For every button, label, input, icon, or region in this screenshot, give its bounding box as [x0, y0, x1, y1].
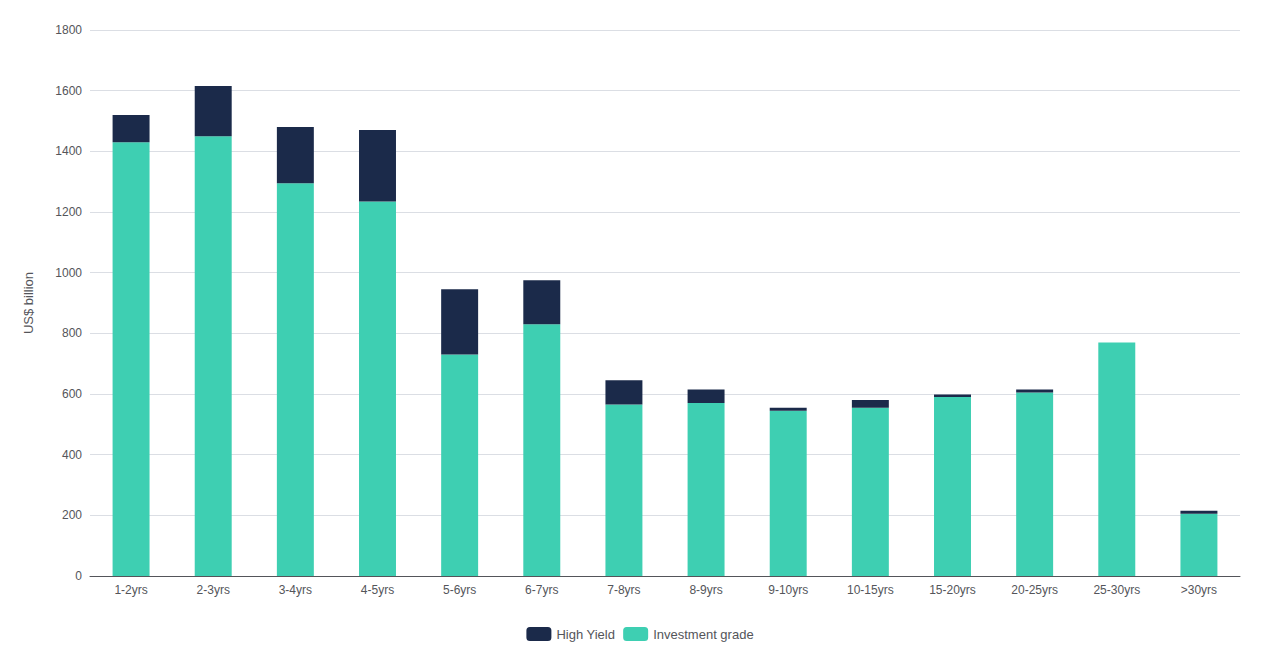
- svg-text:1600: 1600: [55, 84, 82, 98]
- svg-text:>30yrs: >30yrs: [1181, 583, 1217, 597]
- svg-text:1800: 1800: [55, 23, 82, 37]
- svg-text:1400: 1400: [55, 144, 82, 158]
- svg-text:High Yield: High Yield: [556, 627, 615, 642]
- svg-text:US$ billion: US$ billion: [21, 272, 36, 334]
- svg-text:25-30yrs: 25-30yrs: [1093, 583, 1140, 597]
- svg-text:10-15yrs: 10-15yrs: [847, 583, 894, 597]
- svg-text:0: 0: [75, 569, 82, 583]
- svg-text:3-4yrs: 3-4yrs: [279, 583, 312, 597]
- svg-text:6-7yrs: 6-7yrs: [525, 583, 558, 597]
- svg-text:15-20yrs: 15-20yrs: [929, 583, 976, 597]
- svg-text:1200: 1200: [55, 205, 82, 219]
- svg-text:800: 800: [62, 326, 82, 340]
- svg-text:600: 600: [62, 387, 82, 401]
- svg-text:Investment grade: Investment grade: [653, 627, 753, 642]
- svg-text:1-2yrs: 1-2yrs: [114, 583, 147, 597]
- svg-text:7-8yrs: 7-8yrs: [607, 583, 640, 597]
- svg-text:8-9yrs: 8-9yrs: [689, 583, 722, 597]
- svg-text:20-25yrs: 20-25yrs: [1011, 583, 1058, 597]
- svg-text:4-5yrs: 4-5yrs: [361, 583, 394, 597]
- svg-text:5-6yrs: 5-6yrs: [443, 583, 476, 597]
- svg-text:2-3yrs: 2-3yrs: [197, 583, 230, 597]
- svg-text:400: 400: [62, 448, 82, 462]
- svg-text:1000: 1000: [55, 266, 82, 280]
- svg-text:200: 200: [62, 508, 82, 522]
- svg-text:9-10yrs: 9-10yrs: [768, 583, 808, 597]
